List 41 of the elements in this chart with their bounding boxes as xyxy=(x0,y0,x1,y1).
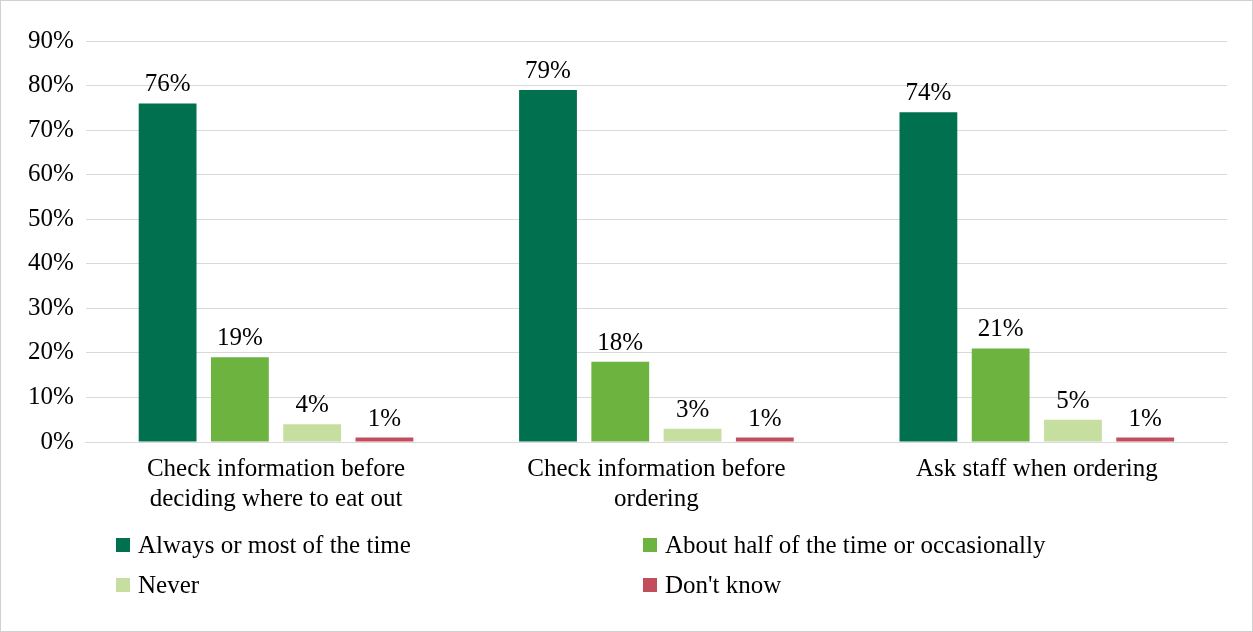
data-label: 79% xyxy=(525,56,571,84)
y-tick-label: 70% xyxy=(28,114,74,142)
y-tick-label: 60% xyxy=(28,159,74,187)
y-tick-label: 40% xyxy=(28,248,74,276)
bar xyxy=(210,357,269,442)
legend-label: About half of the time or occasionally xyxy=(665,531,1046,559)
bar xyxy=(1116,437,1175,442)
data-label: 19% xyxy=(216,323,263,351)
y-tick-label: 30% xyxy=(28,292,74,320)
y-tick-label: 90% xyxy=(28,25,74,53)
x-tick-label: Check information before deciding where to eat out xyxy=(146,453,406,511)
bar xyxy=(355,437,414,442)
data-label: 4% xyxy=(295,390,329,418)
data-label: 21% xyxy=(977,314,1024,342)
data-label: 5% xyxy=(1056,385,1090,413)
bar xyxy=(971,348,1030,442)
data-label: 1% xyxy=(367,403,402,431)
bar xyxy=(1044,419,1102,442)
x-tick-label: Check information before ordering xyxy=(527,453,786,511)
data-label: 76% xyxy=(144,69,191,97)
legend-label: Don't know xyxy=(665,571,782,599)
legend-label: Always or most of the time xyxy=(138,531,411,559)
legend-label: Never xyxy=(138,571,200,599)
data-label: 1% xyxy=(1128,403,1162,431)
y-tick-label: 80% xyxy=(28,70,74,98)
data-label: 3% xyxy=(675,394,710,422)
y-tick-label: 10% xyxy=(28,382,74,410)
y-tick-label: 50% xyxy=(28,203,74,231)
bar xyxy=(591,361,650,442)
bar xyxy=(899,112,958,442)
data-label: 1% xyxy=(748,403,782,431)
y-tick-label: 0% xyxy=(40,426,74,454)
bar xyxy=(663,428,722,442)
bar xyxy=(138,103,197,442)
bar xyxy=(519,90,577,442)
bar xyxy=(735,437,794,442)
x-tick-label: Ask staff when ordering xyxy=(915,453,1159,481)
data-label: 74% xyxy=(905,78,952,106)
y-tick-label: 20% xyxy=(28,337,74,365)
bar xyxy=(283,424,342,442)
data-label: 18% xyxy=(597,327,644,355)
